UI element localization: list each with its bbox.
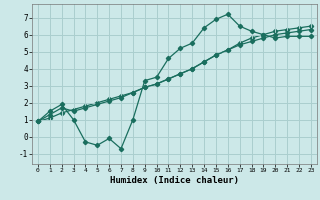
X-axis label: Humidex (Indice chaleur): Humidex (Indice chaleur)	[110, 176, 239, 185]
